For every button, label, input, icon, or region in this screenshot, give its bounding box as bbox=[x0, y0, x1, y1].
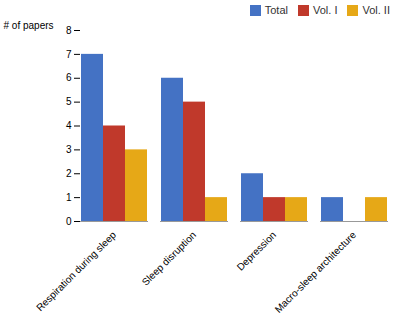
svg-text:3: 3 bbox=[66, 144, 72, 155]
svg-text:7: 7 bbox=[66, 49, 72, 60]
svg-text:Macro-sleep architecture: Macro-sleep architecture bbox=[273, 229, 359, 315]
html-text:Vol. I: Vol. I bbox=[313, 4, 338, 16]
html-text:Vol. II: Vol. II bbox=[362, 4, 390, 16]
svg-text:Respiration during sleep: Respiration during sleep bbox=[34, 229, 118, 313]
html-text:Total: Total bbox=[264, 4, 288, 16]
svg-text:8: 8 bbox=[66, 25, 72, 36]
svg-text:5: 5 bbox=[66, 96, 72, 107]
svg-text:6: 6 bbox=[66, 72, 72, 83]
svg-text:0: 0 bbox=[66, 216, 72, 227]
svg-text:# of papers: # of papers bbox=[4, 20, 54, 31]
svg-text:2: 2 bbox=[66, 168, 72, 179]
svg-text:Sleep disruption: Sleep disruption bbox=[140, 229, 198, 287]
svg-text:1: 1 bbox=[66, 192, 72, 203]
svg-text:Depression: Depression bbox=[235, 229, 279, 273]
svg-text:4: 4 bbox=[66, 120, 72, 131]
